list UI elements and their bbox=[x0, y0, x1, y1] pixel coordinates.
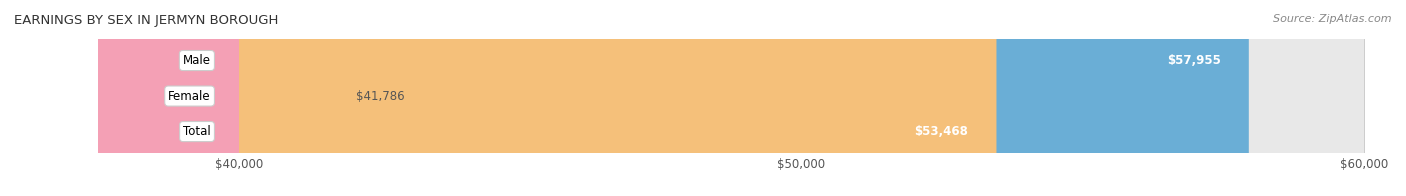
Text: Male: Male bbox=[183, 54, 211, 67]
FancyBboxPatch shape bbox=[239, 0, 1364, 196]
Text: Female: Female bbox=[169, 90, 211, 103]
Text: $41,786: $41,786 bbox=[356, 90, 405, 103]
Text: Source: ZipAtlas.com: Source: ZipAtlas.com bbox=[1274, 14, 1392, 24]
FancyBboxPatch shape bbox=[239, 0, 997, 196]
Text: $53,468: $53,468 bbox=[914, 125, 969, 138]
FancyBboxPatch shape bbox=[239, 0, 1249, 196]
Text: $57,955: $57,955 bbox=[1167, 54, 1220, 67]
Text: Total: Total bbox=[183, 125, 211, 138]
FancyBboxPatch shape bbox=[239, 0, 1364, 196]
FancyBboxPatch shape bbox=[239, 0, 1364, 196]
Text: EARNINGS BY SEX IN JERMYN BOROUGH: EARNINGS BY SEX IN JERMYN BOROUGH bbox=[14, 14, 278, 27]
FancyBboxPatch shape bbox=[0, 0, 801, 196]
